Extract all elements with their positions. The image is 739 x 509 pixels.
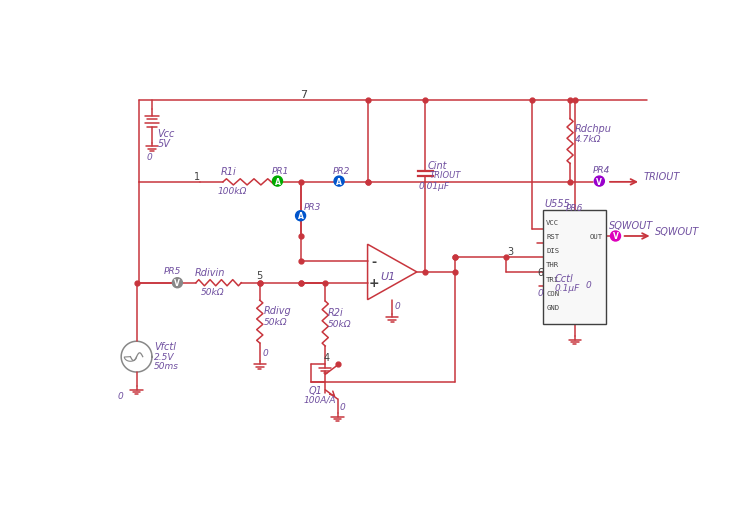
Text: Vfctl: Vfctl — [154, 341, 177, 351]
Circle shape — [610, 232, 621, 242]
Text: Cint: Cint — [428, 161, 447, 171]
Text: R1i: R1i — [220, 167, 236, 177]
Text: Rdchpu: Rdchpu — [575, 124, 612, 134]
Text: 0.1μF: 0.1μF — [555, 284, 580, 292]
Text: 4: 4 — [324, 352, 330, 362]
Text: +: + — [369, 277, 379, 290]
Text: A: A — [336, 177, 342, 186]
Text: Cctl: Cctl — [555, 274, 573, 284]
Text: 100A/A: 100A/A — [304, 394, 336, 404]
Text: Rdivin: Rdivin — [194, 267, 225, 277]
Text: 7: 7 — [300, 90, 307, 100]
Text: -: - — [371, 255, 376, 268]
Text: 100kΩ: 100kΩ — [217, 186, 247, 195]
Text: 50kΩ: 50kΩ — [200, 287, 224, 296]
Text: OUT: OUT — [590, 234, 603, 240]
Text: 0: 0 — [262, 349, 268, 358]
Text: 0: 0 — [395, 302, 401, 310]
Text: CON: CON — [546, 291, 559, 296]
Text: 1: 1 — [194, 172, 200, 181]
Text: A: A — [298, 212, 304, 221]
Text: PR4: PR4 — [593, 166, 610, 175]
Text: U555: U555 — [545, 199, 571, 208]
Text: DIS: DIS — [546, 248, 559, 254]
Text: PR2: PR2 — [333, 166, 350, 176]
Text: 6: 6 — [538, 267, 544, 277]
Text: PR6: PR6 — [566, 204, 584, 212]
Text: 50ms: 50ms — [154, 362, 180, 371]
Text: Vcc: Vcc — [157, 129, 174, 139]
Text: PR5: PR5 — [163, 266, 181, 275]
Text: PR1: PR1 — [271, 166, 289, 176]
Circle shape — [334, 177, 344, 187]
Text: RST: RST — [546, 234, 559, 240]
Circle shape — [594, 177, 605, 187]
Circle shape — [296, 211, 306, 221]
Text: A: A — [275, 177, 280, 186]
Text: 5V: 5V — [157, 138, 170, 148]
Text: 50kΩ: 50kΩ — [327, 320, 351, 328]
Text: U1: U1 — [381, 271, 396, 281]
Text: V: V — [596, 177, 602, 186]
Text: 4.7kΩ: 4.7kΩ — [575, 135, 602, 144]
Text: 0: 0 — [538, 288, 543, 297]
Text: 5: 5 — [256, 270, 262, 280]
Circle shape — [273, 177, 282, 187]
Text: PR3: PR3 — [304, 203, 321, 212]
Text: V: V — [174, 279, 180, 288]
Text: Rdivg: Rdivg — [264, 305, 291, 315]
Circle shape — [172, 278, 183, 288]
Text: GND: GND — [546, 304, 559, 310]
Text: V: V — [613, 232, 619, 241]
Text: 0: 0 — [146, 153, 152, 162]
Text: Q1: Q1 — [308, 385, 322, 395]
Text: 3: 3 — [508, 247, 514, 257]
Text: 0.01μF: 0.01μF — [418, 182, 449, 191]
Text: TRIOUT: TRIOUT — [430, 171, 461, 179]
Text: 50kΩ: 50kΩ — [264, 317, 287, 326]
Text: THR: THR — [546, 262, 559, 268]
Text: 0: 0 — [339, 403, 345, 411]
Text: VCC: VCC — [546, 219, 559, 225]
Text: 2.5V: 2.5V — [154, 352, 175, 361]
Text: 0: 0 — [118, 391, 123, 400]
Text: TRIOUT: TRIOUT — [643, 172, 680, 181]
Text: SQWOUT: SQWOUT — [609, 221, 653, 231]
Text: R2i: R2i — [327, 307, 344, 318]
Text: SQWOUT: SQWOUT — [655, 226, 699, 236]
Text: 0: 0 — [585, 280, 591, 289]
Text: TRI: TRI — [546, 276, 559, 282]
Bar — [543, 211, 606, 325]
